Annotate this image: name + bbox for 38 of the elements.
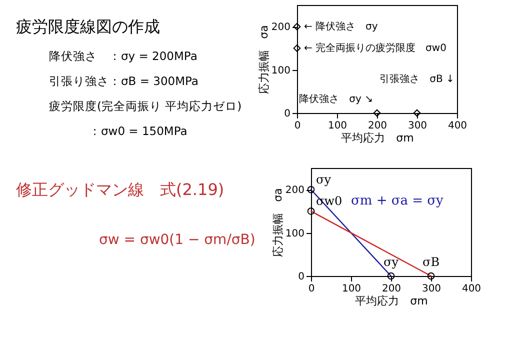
annotation: σm + σa = σy xyxy=(351,193,444,208)
point xyxy=(413,109,421,117)
text: 修正グッドマン線 式(2.19) xyxy=(16,180,224,199)
annotation: σB xyxy=(422,255,440,269)
x-tick-label: 300 xyxy=(422,284,442,294)
annotation: ← 降伏強さ σy xyxy=(304,20,378,33)
annotation: 降伏強さ σy ↘ xyxy=(299,93,373,105)
point xyxy=(373,109,381,117)
text: 降伏強さ ：σy = 200MPa xyxy=(49,49,198,63)
text: σw = σw0(1 − σm/σB) xyxy=(99,232,256,248)
text: 疲労限度(完全両振り 平均応力ゼロ) xyxy=(49,99,242,113)
y-tick-label: 0 xyxy=(298,272,304,282)
x-axis-title: 平均応力 σm xyxy=(355,294,428,308)
y-tick-label: 0 xyxy=(284,108,290,120)
y-tick-label: 100 xyxy=(271,65,290,76)
annotation: σy xyxy=(316,172,332,187)
y-axis-title: 応力振幅 σa xyxy=(257,25,270,94)
y-tick-label: 200 xyxy=(271,22,290,34)
annotation: σy xyxy=(384,255,399,269)
x-tick-label: 200 xyxy=(368,120,388,132)
y-tick-label: 200 xyxy=(285,185,304,196)
x-tick-label: 100 xyxy=(328,120,348,132)
y-tick-label: 100 xyxy=(285,228,304,240)
text: 引張り強さ：σB = 300MPa xyxy=(49,74,198,88)
text: ：σw0 = 150MPa xyxy=(89,124,188,138)
point xyxy=(293,44,301,52)
x-tick-label: 400 xyxy=(448,120,468,132)
annotation: 引張強さ σB ↓ xyxy=(380,73,454,85)
x-axis-title: 平均応力 σm xyxy=(341,132,414,144)
x-tick-label: 400 xyxy=(462,284,482,294)
annotation: ← 完全両振りの疲労限度 σw0 xyxy=(304,42,446,54)
x-tick-label: 100 xyxy=(342,284,362,294)
x-tick-label: 0 xyxy=(308,284,315,294)
point xyxy=(293,22,301,30)
y-axis-title: 応力振幅 σa xyxy=(271,188,284,257)
x-tick-label: 300 xyxy=(408,120,428,132)
x-tick-label: 200 xyxy=(382,284,402,294)
text: 疲労限度線図の作成 xyxy=(16,17,160,36)
